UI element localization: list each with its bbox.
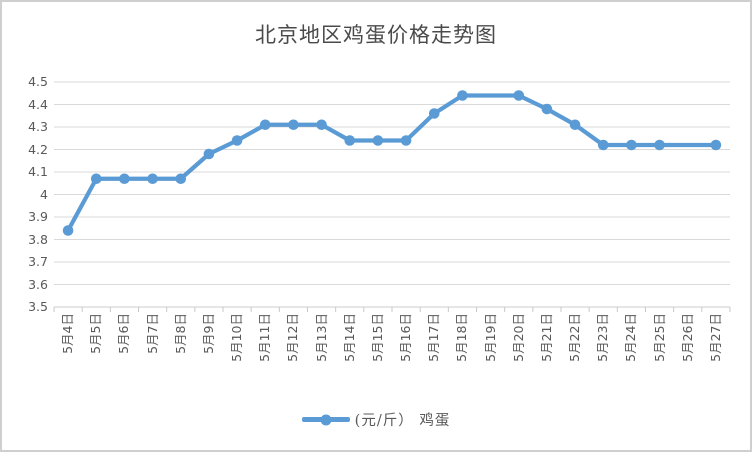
x-axis-label: 5月23日: [595, 313, 611, 362]
x-axis-label: 5月14日: [341, 313, 357, 362]
x-axis-label: 5月4日: [60, 313, 76, 354]
data-point-marker: [569, 119, 581, 131]
y-axis-label: 4.1: [28, 164, 48, 179]
x-axis-label: 5月26日: [679, 313, 695, 362]
legend-point-icon: [320, 414, 332, 425]
data-point-marker: [259, 119, 271, 131]
y-axis-label: 3.9: [28, 209, 48, 224]
data-point-marker: [288, 119, 299, 131]
data-point-marker: [428, 108, 440, 119]
x-axis-label: 5月6日: [116, 313, 132, 354]
x-axis-label: 5月13日: [313, 313, 329, 362]
data-point-marker: [626, 139, 637, 151]
x-axis-label: 5月15日: [369, 313, 385, 362]
x-axis-label: 5月22日: [567, 313, 583, 362]
line-series-marker-icon: [301, 414, 350, 425]
data-point-marker: [119, 173, 130, 185]
y-axis-label: 4.3: [28, 119, 48, 134]
data-point-marker: [344, 135, 356, 146]
chart-title: 北京地区鸡蛋价格走势图: [255, 23, 497, 47]
y-axis-label: 3.5: [28, 299, 48, 314]
data-point-marker: [90, 173, 102, 185]
x-axis-label: 5月25日: [651, 313, 667, 362]
data-point-marker: [62, 225, 74, 236]
x-axis-label: 5月9日: [200, 313, 216, 354]
x-axis-label: 5月27日: [707, 313, 723, 362]
x-axis-label: 5月21日: [538, 313, 554, 362]
data-point-marker: [513, 90, 525, 101]
data-point-marker: [316, 119, 327, 131]
data-point-marker: [597, 139, 609, 151]
x-axis-label: 5月16日: [398, 313, 414, 362]
x-axis-label: 5月19日: [482, 313, 498, 362]
y-axis-label: 4: [40, 186, 48, 202]
x-axis-label: 5月20日: [510, 313, 526, 362]
x-axis-label: 5月18日: [454, 313, 470, 362]
data-point-marker: [175, 173, 187, 185]
price-line: [65, 93, 719, 233]
data-point-marker: [231, 135, 243, 146]
x-axis-label: 5月7日: [144, 313, 160, 354]
x-axis-label: 5月11日: [257, 313, 273, 362]
y-axis-label: 3.8: [28, 231, 48, 247]
data-point-marker: [400, 135, 412, 146]
data-point-marker: [147, 173, 158, 185]
y-axis-label: 4.5: [28, 74, 48, 89]
data-point-marker: [457, 90, 468, 101]
data-point-marker: [372, 135, 384, 146]
data-point-marker: [710, 139, 722, 151]
y-axis-label: 3.6: [28, 276, 48, 292]
x-axis-label: 5月5日: [88, 313, 104, 354]
data-point-marker: [654, 139, 665, 151]
x-axis-label: 5月17日: [426, 313, 442, 362]
y-axis-label: 3.7: [28, 254, 48, 269]
legend: (元/斤） 鸡蛋: [2, 409, 750, 430]
y-axis-label: 4.4: [28, 96, 48, 112]
data-point-marker: [203, 148, 215, 160]
x-axis-label: 5月12日: [285, 313, 301, 362]
y-axis-label: 4.2: [28, 141, 48, 157]
data-point-marker: [541, 103, 553, 115]
x-axis-label: 5月24日: [623, 313, 639, 362]
x-axis-label: 5月8日: [172, 313, 188, 354]
x-axis-label: 5月10日: [229, 313, 245, 362]
legend-label: (元/斤） 鸡蛋: [354, 413, 451, 429]
